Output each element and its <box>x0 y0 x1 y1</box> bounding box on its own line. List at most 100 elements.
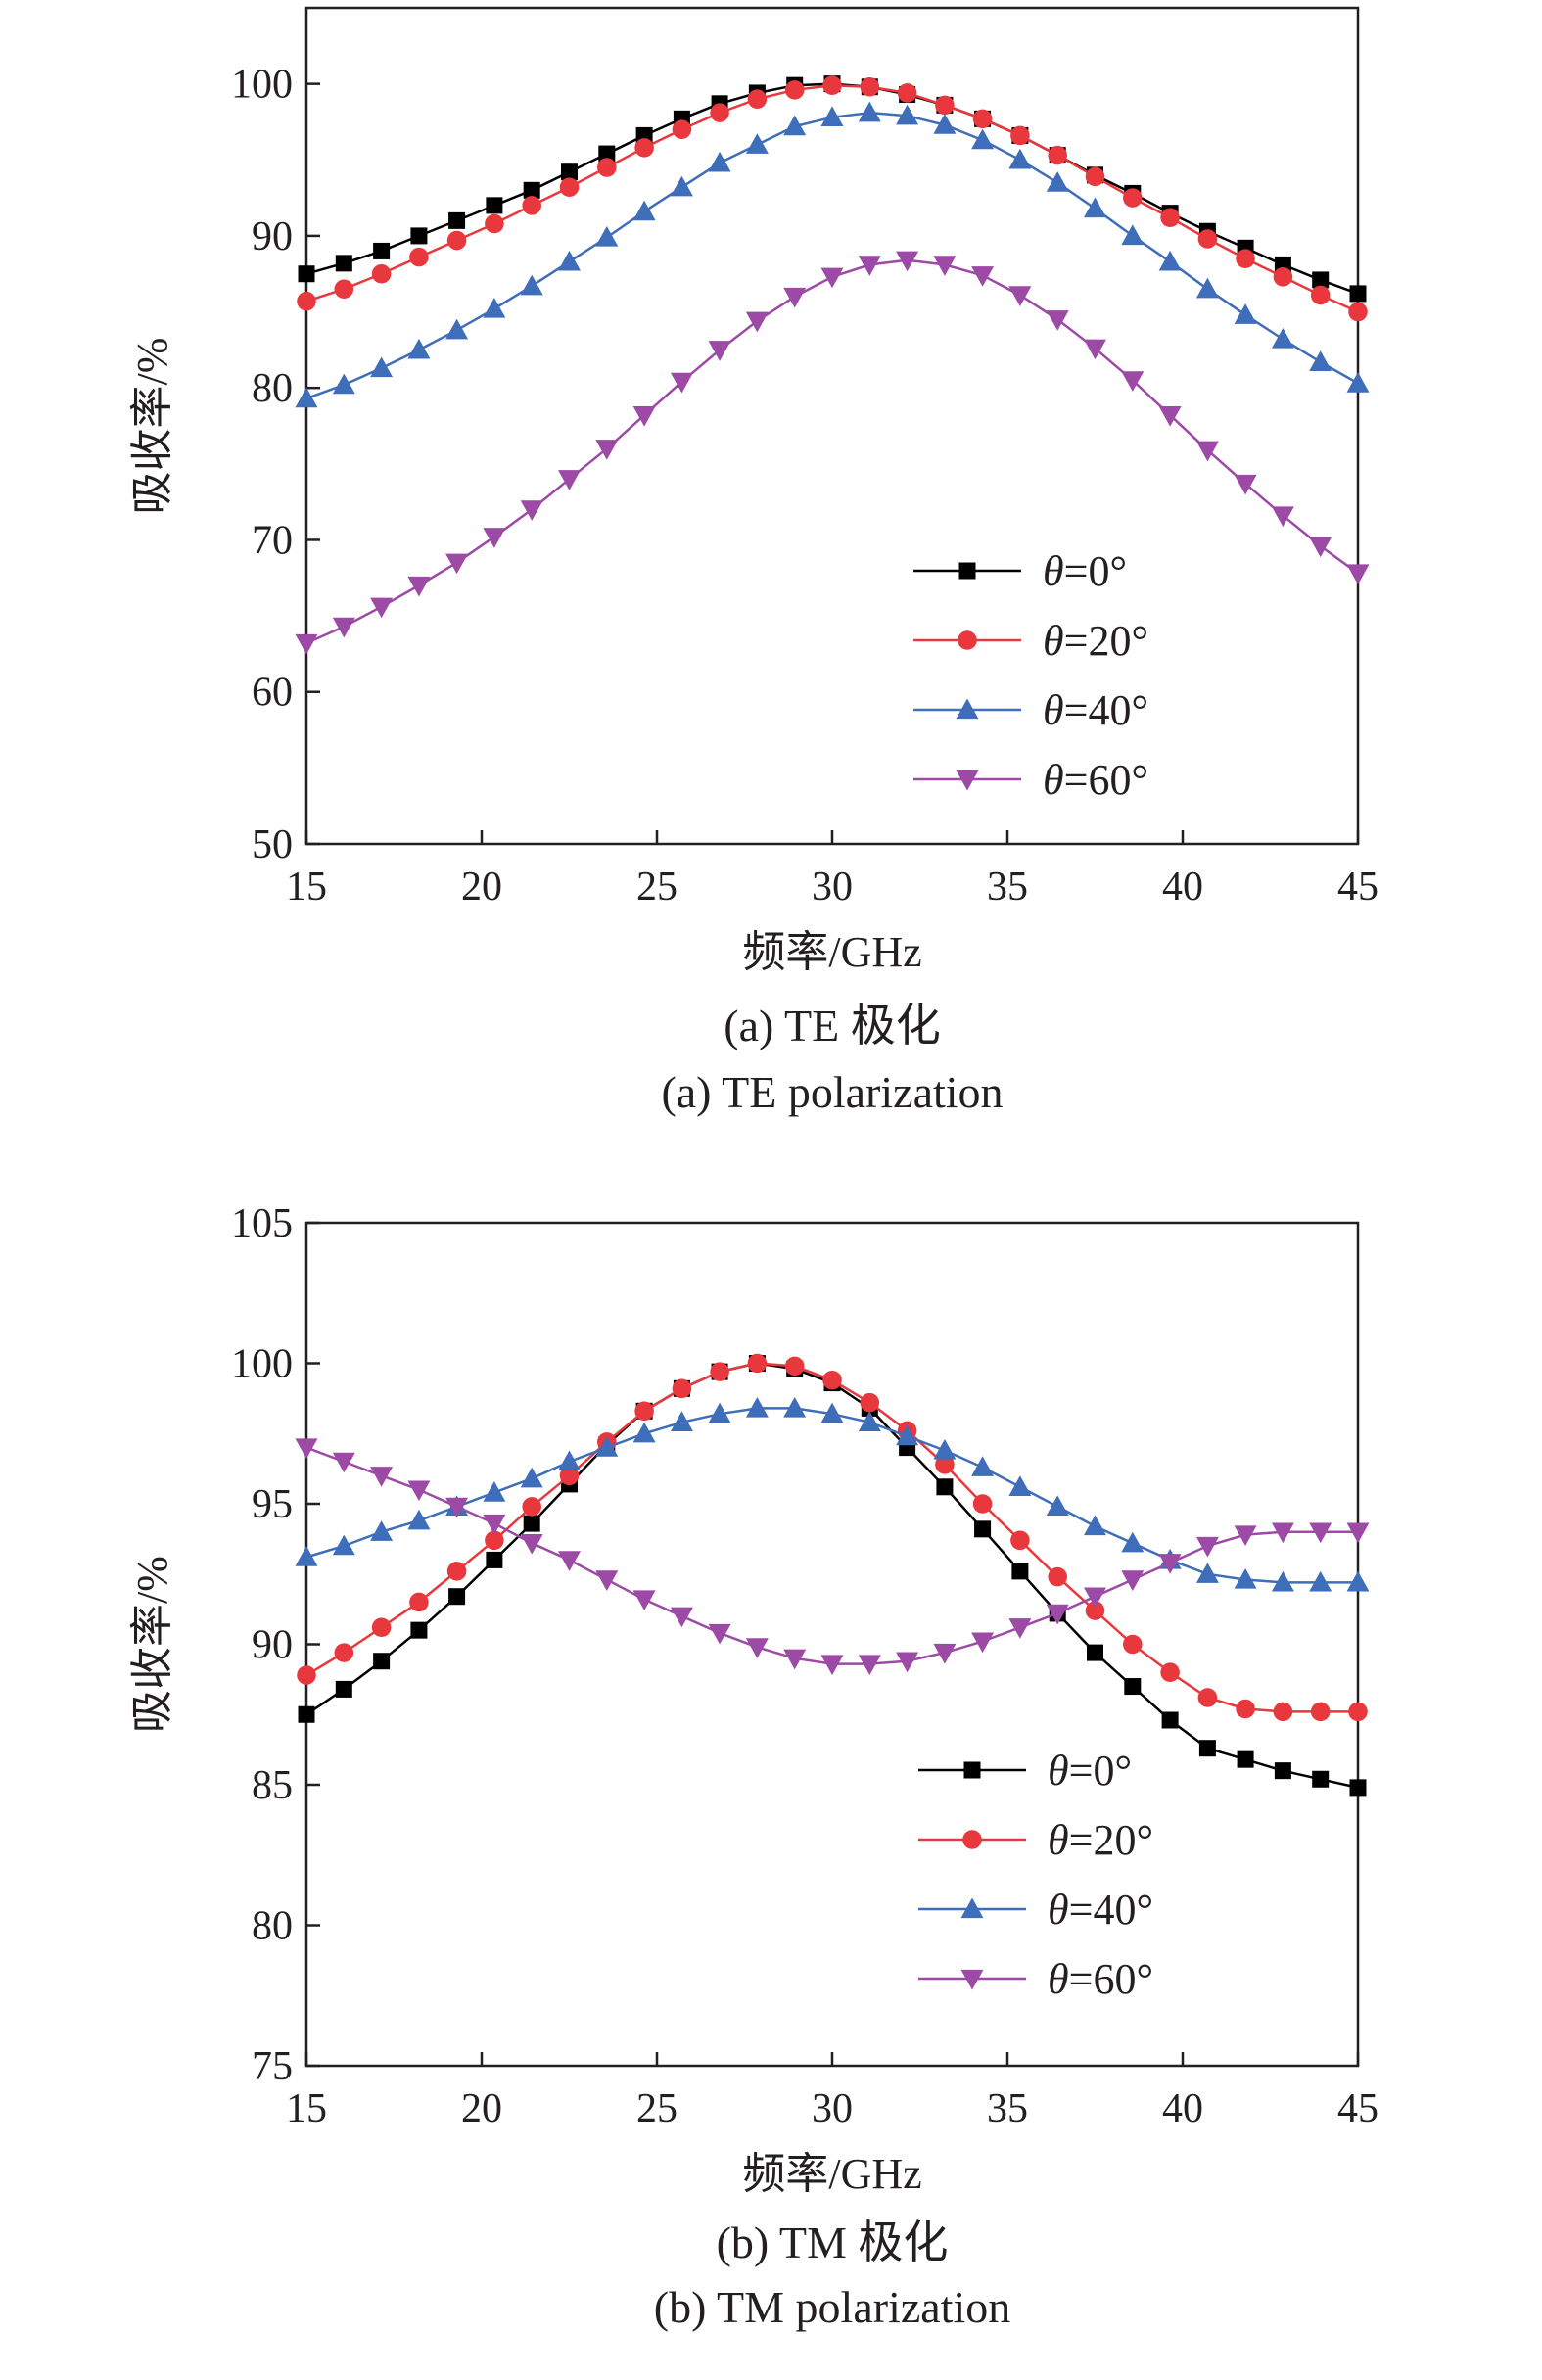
legend-theta-value: =60° <box>1064 756 1148 804</box>
data-point <box>1309 1522 1332 1544</box>
data-point <box>972 109 993 129</box>
data-point <box>971 1456 995 1476</box>
data-point <box>632 405 656 427</box>
legend-theta-value: =40° <box>1064 686 1148 734</box>
data-point <box>1348 302 1368 322</box>
data-point <box>295 1546 318 1566</box>
data-point <box>595 1436 619 1457</box>
data-point <box>1234 474 1257 495</box>
data-point <box>933 114 957 134</box>
data-point <box>1046 310 1069 331</box>
data-point <box>332 373 355 395</box>
y-axis-label: 吸收率/% <box>128 338 176 515</box>
data-point <box>1236 249 1255 268</box>
legend-entry: θ=40° <box>1048 1886 1153 1934</box>
data-point <box>295 387 318 408</box>
data-point <box>520 500 543 521</box>
data-point <box>410 227 428 245</box>
data-point <box>1161 1711 1179 1729</box>
data-point <box>820 1655 844 1676</box>
data-point <box>371 263 392 284</box>
data-point <box>335 1680 352 1698</box>
data-point <box>670 1411 693 1431</box>
x-axis-label: 频率/GHz <box>742 928 921 976</box>
x-tick-label: 40 <box>1162 2086 1203 2131</box>
data-point <box>858 1655 881 1676</box>
data-point <box>783 115 807 136</box>
caption-cn: (a) TE 极化 <box>724 1001 940 1050</box>
legend: θ=0°θ=20°θ=40°θ=60° <box>913 547 1148 804</box>
y-tick-label: 85 <box>252 1763 293 1808</box>
y-tick-label: 70 <box>252 518 293 563</box>
legend-theta-value: =60° <box>1069 1955 1153 2003</box>
data-point <box>295 1438 318 1460</box>
series-theta-60 <box>295 251 1370 655</box>
data-point <box>1309 537 1332 558</box>
series-line <box>305 1407 1358 1584</box>
data-point <box>1310 285 1331 305</box>
legend-circle-marker <box>962 1830 982 1849</box>
x-tick-label: 35 <box>987 2086 1028 2131</box>
data-point <box>298 1705 315 1723</box>
data-point <box>1312 1770 1330 1788</box>
data-point <box>971 266 995 287</box>
data-point <box>1195 277 1219 299</box>
data-point <box>860 76 880 97</box>
data-point <box>523 181 540 199</box>
data-point <box>1085 166 1105 187</box>
data-point <box>1010 1530 1030 1551</box>
y-tick-label: 100 <box>231 1342 293 1387</box>
legend-triangle-down-marker <box>956 770 979 791</box>
legend-triangle-up-marker <box>956 698 979 720</box>
data-point <box>446 230 467 251</box>
legend-square-marker <box>963 1761 981 1779</box>
data-point <box>745 311 769 333</box>
data-point <box>1008 148 1032 169</box>
data-point <box>1271 1570 1294 1592</box>
data-point <box>1349 1779 1367 1797</box>
data-point <box>1121 224 1145 246</box>
data-point <box>448 1588 466 1606</box>
data-point <box>445 553 469 575</box>
data-point <box>1124 1678 1142 1696</box>
data-point <box>485 213 504 234</box>
legend-theta-symbol: θ <box>1048 1816 1069 1864</box>
x-tick-label: 45 <box>1337 2086 1378 2131</box>
data-point <box>558 250 581 271</box>
data-point <box>897 83 917 103</box>
data-point <box>483 1481 506 1502</box>
data-point <box>1084 339 1106 360</box>
x-tick-label: 20 <box>461 2086 502 2131</box>
x-tick-label: 30 <box>812 864 853 910</box>
data-point <box>1008 1618 1032 1639</box>
data-point <box>298 265 315 283</box>
data-point <box>297 291 316 311</box>
data-point <box>1195 441 1219 462</box>
y-tick-label: 50 <box>252 822 293 867</box>
data-point <box>370 356 394 378</box>
data-point <box>1011 1563 1029 1580</box>
data-point <box>972 1494 993 1514</box>
data-point <box>520 274 543 296</box>
data-point <box>1158 405 1182 427</box>
data-point <box>820 267 844 289</box>
data-point <box>1346 564 1370 585</box>
data-point <box>370 1520 394 1541</box>
series-theta-60 <box>295 1438 1370 1676</box>
data-point <box>1087 1644 1103 1661</box>
data-point <box>409 1592 429 1612</box>
data-point <box>858 101 881 122</box>
data-point <box>710 103 729 122</box>
data-point <box>1274 1762 1291 1780</box>
data-point <box>1121 1570 1145 1591</box>
y-tick-label: 105 <box>231 1201 293 1246</box>
legend-entry: θ=0° <box>1048 1747 1132 1795</box>
legend-circle-marker <box>958 630 977 650</box>
y-tick-label: 90 <box>252 1623 293 1668</box>
data-point <box>971 128 995 150</box>
data-point <box>558 470 581 490</box>
data-point <box>334 1643 354 1662</box>
data-point <box>332 617 355 638</box>
data-point <box>559 177 580 197</box>
